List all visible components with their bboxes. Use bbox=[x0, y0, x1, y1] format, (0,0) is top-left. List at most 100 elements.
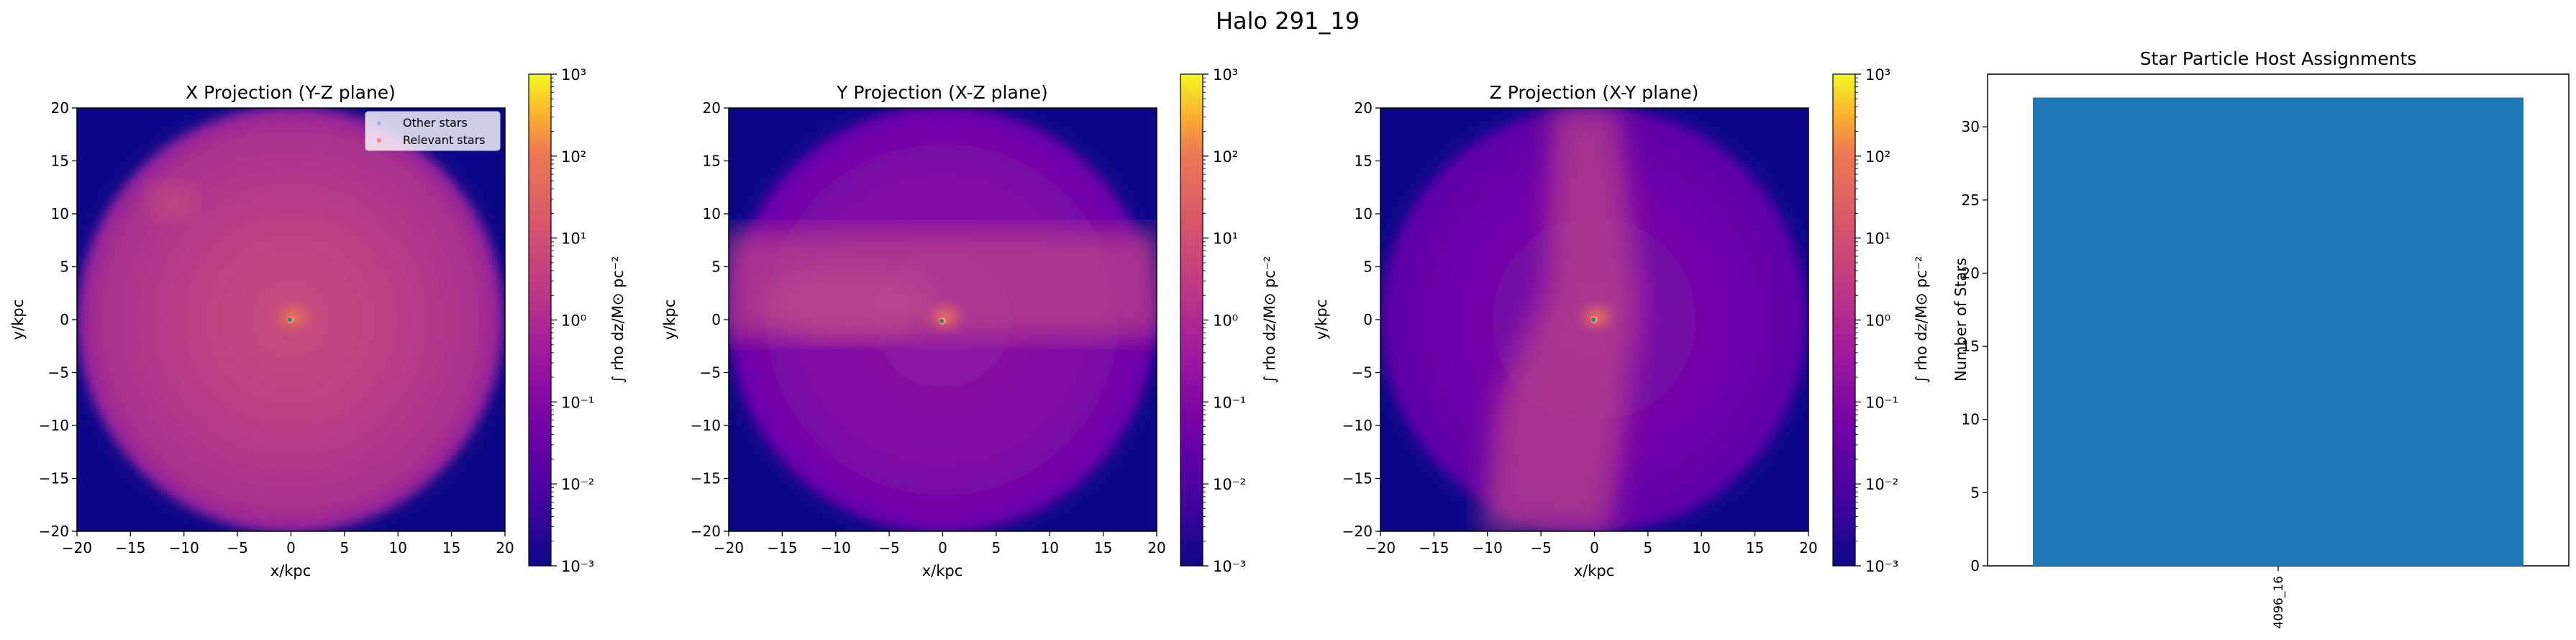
colorbar-ticks: 10³ 10² 10¹ 10⁰ 10⁻¹ 10⁻² 10⁻³ bbox=[551, 66, 594, 575]
x-tick-label: 5 bbox=[1644, 539, 1653, 556]
panel-x-projection: X Projection (Y-Z plane) x/kpc y/kpc −20… bbox=[9, 66, 627, 580]
colorbar-tick-label: 10⁻³ bbox=[1213, 558, 1246, 575]
colorbar: 10³ 10² 10¹ 10⁰ 10⁻¹ 10⁻² 10⁻³ ∫ rho dz/M⊙ pc⁻… bbox=[1180, 66, 1278, 575]
colorbar-label: ∫ rho dz/M⊙ pc⁻² bbox=[1913, 256, 1930, 384]
colorbar-tick-label: 10⁰ bbox=[1213, 312, 1238, 330]
colorbar-tick-label: 10² bbox=[561, 148, 586, 166]
y-tick-label: −5 bbox=[700, 364, 721, 382]
legend-box bbox=[365, 111, 501, 151]
y-axis-label: Number of Stars bbox=[1952, 258, 1970, 382]
y-tick-label: 15 bbox=[1355, 153, 1373, 170]
colorbar-tick-label: 10³ bbox=[1865, 66, 1890, 84]
colorbar-tick-label: 10² bbox=[1865, 148, 1890, 166]
colorbar-tick-label: 10² bbox=[1213, 148, 1238, 166]
star-marker-other bbox=[288, 317, 292, 322]
y-axis-label: y/kpc bbox=[9, 299, 27, 341]
y-tick-label: 5 bbox=[1363, 258, 1373, 276]
x-tick-label: 15 bbox=[1746, 539, 1764, 556]
x-tick-label: −5 bbox=[227, 539, 247, 556]
x-ticks: 4096_16 bbox=[2272, 566, 2286, 628]
x-axis-label: x/kpc bbox=[270, 562, 311, 580]
x-tick-label: −5 bbox=[1530, 539, 1551, 556]
y-tick-label: −15 bbox=[1342, 470, 1373, 487]
x-ticks: −20 −15 −10 −5 0 5 10 15 20 bbox=[714, 531, 1166, 556]
y-tick-label: 10 bbox=[703, 205, 721, 222]
x-tick-label: 10 bbox=[1693, 539, 1711, 556]
y-tick-label: −20 bbox=[1342, 523, 1373, 540]
legend-label-relevant-stars: Relevant stars bbox=[403, 133, 486, 147]
y-tick-label: −5 bbox=[48, 364, 69, 382]
y-ticks: −20 −15 −10 −5 0 5 10 15 20 bbox=[1342, 99, 1380, 540]
colorbar-tick-label: 10⁻² bbox=[561, 476, 594, 493]
y-tick-label: 10 bbox=[1962, 411, 1980, 428]
colorbar-tick-label: 10⁻¹ bbox=[1865, 394, 1898, 411]
legend-label-other-stars: Other stars bbox=[403, 116, 468, 130]
colorbar-gradient bbox=[1180, 73, 1203, 567]
y-tick-label: 5 bbox=[1970, 484, 1980, 501]
x-tick-label: 20 bbox=[1799, 539, 1817, 556]
colorbar-tick-label: 10⁻² bbox=[1865, 476, 1898, 493]
x-tick-label: −10 bbox=[821, 539, 851, 556]
x-tick-label: 5 bbox=[992, 539, 1001, 556]
y-tick-label: 15 bbox=[1962, 338, 1980, 355]
y-tick-label: 20 bbox=[1962, 264, 1980, 281]
colorbar-tick-label: 10¹ bbox=[1865, 230, 1890, 248]
x-tick-label: −20 bbox=[714, 539, 744, 556]
y-tick-label: 5 bbox=[711, 258, 721, 276]
y-axis-label: y/kpc bbox=[1313, 299, 1330, 341]
colorbar-tick-label: 10⁻³ bbox=[1865, 558, 1898, 575]
colorbar-gradient bbox=[528, 73, 552, 567]
colorbar-tick-label: 10⁰ bbox=[561, 312, 586, 330]
y-tick-label: −10 bbox=[39, 417, 69, 434]
colorbar-tick-label: 10³ bbox=[561, 66, 586, 84]
y-ticks: 0 5 10 15 20 25 30 bbox=[1962, 118, 1988, 574]
x-tick-label: −5 bbox=[878, 539, 899, 556]
x-tick-label: −20 bbox=[1365, 539, 1396, 556]
figure-title: Halo 291_19 bbox=[1216, 7, 1360, 35]
x-tick-label: 4096_16 bbox=[2272, 576, 2286, 628]
y-tick-label: −20 bbox=[39, 523, 69, 540]
y-tick-label: −15 bbox=[39, 470, 69, 487]
legend-marker-other-stars bbox=[377, 121, 381, 125]
x-tick-label: 15 bbox=[442, 539, 460, 556]
panel-title: X Projection (Y-Z plane) bbox=[186, 82, 396, 103]
x-axis-label: x/kpc bbox=[1574, 562, 1615, 580]
y-tick-label: 0 bbox=[711, 311, 721, 328]
colorbar-label: ∫ rho dz/M⊙ pc⁻² bbox=[609, 256, 627, 384]
colorbar-label: ∫ rho dz/M⊙ pc⁻² bbox=[1261, 256, 1278, 384]
x-tick-label: −10 bbox=[1473, 539, 1503, 556]
x-tick-label: 20 bbox=[1147, 539, 1165, 556]
star-marker-other bbox=[1591, 317, 1596, 322]
colorbar-tick-label: 10¹ bbox=[1213, 230, 1238, 248]
y-tick-label: 30 bbox=[1962, 118, 1980, 135]
panel-host-assignments: 0 5 10 15 20 25 30 4096_16 Star Particle Host … bbox=[1952, 48, 2570, 628]
y-tick-label: 5 bbox=[60, 258, 69, 276]
y-tick-label: 20 bbox=[51, 99, 69, 117]
bar-series bbox=[2033, 97, 2523, 566]
x-tick-label: 0 bbox=[286, 539, 296, 556]
x-tick-label: 10 bbox=[389, 539, 407, 556]
panel-y-projection: Y Projection (X-Z plane) x/kpc y/kpc −20… bbox=[661, 66, 1278, 580]
y-tick-label: 20 bbox=[1355, 99, 1373, 117]
x-tick-label: −15 bbox=[115, 539, 145, 556]
x-tick-label: 10 bbox=[1041, 539, 1059, 556]
colorbar: 10³ 10² 10¹ 10⁰ 10⁻¹ 10⁻² 10⁻³ ∫ rho dz/M⊙ pc⁻… bbox=[528, 66, 627, 575]
y-tick-label: 0 bbox=[60, 311, 69, 328]
panel-title: Star Particle Host Assignments bbox=[2140, 48, 2417, 69]
x-tick-label: −20 bbox=[62, 539, 92, 556]
y-tick-label: 0 bbox=[1363, 311, 1373, 328]
colorbar-tick-label: 10⁻¹ bbox=[561, 394, 594, 411]
x-tick-label: 5 bbox=[340, 539, 350, 556]
colorbar: 10³ 10² 10¹ 10⁰ 10⁻¹ 10⁻² 10⁻³ ∫ rho dz/M⊙ pc⁻… bbox=[1832, 66, 1930, 575]
y-tick-label: −10 bbox=[691, 417, 721, 434]
legend: Other stars Relevant stars bbox=[365, 111, 501, 151]
y-tick-label: −15 bbox=[691, 470, 721, 487]
y-ticks: −20 −15 −10 −5 0 5 10 15 20 bbox=[39, 99, 77, 540]
y-tick-label: 0 bbox=[1970, 557, 1980, 574]
x-ticks: −20 −15 −10 −5 0 5 10 15 20 bbox=[62, 531, 514, 556]
y-tick-label: 25 bbox=[1962, 191, 1980, 209]
panel-title: Y Projection (X-Z plane) bbox=[836, 82, 1048, 103]
y-tick-label: 20 bbox=[703, 99, 721, 117]
colorbar-tick-label: 10³ bbox=[1213, 66, 1238, 84]
colorbar-tick-label: 10¹ bbox=[561, 230, 586, 248]
